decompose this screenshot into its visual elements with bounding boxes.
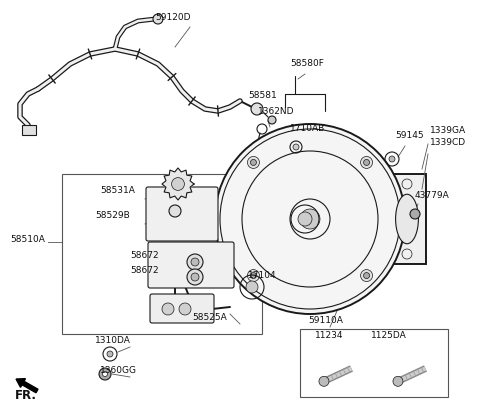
FancyArrow shape [16, 379, 38, 393]
Text: 58525A: 58525A [192, 312, 227, 321]
Polygon shape [162, 169, 194, 201]
Ellipse shape [396, 195, 419, 244]
Text: 58529B: 58529B [95, 211, 130, 219]
Circle shape [251, 104, 263, 116]
Circle shape [293, 145, 299, 151]
Text: 58531A: 58531A [100, 185, 135, 195]
Circle shape [191, 273, 199, 281]
Circle shape [246, 281, 258, 293]
FancyBboxPatch shape [148, 242, 234, 288]
Bar [388, 175, 426, 264]
Bar [62, 175, 262, 334]
Circle shape [363, 273, 370, 279]
Text: 43779A: 43779A [415, 190, 450, 199]
Circle shape [153, 15, 163, 25]
Circle shape [410, 209, 420, 219]
Circle shape [319, 376, 329, 387]
Text: 1125DA: 1125DA [371, 330, 407, 339]
Circle shape [99, 368, 111, 380]
Text: 1360GG: 1360GG [100, 365, 137, 374]
Circle shape [247, 157, 259, 169]
Circle shape [300, 209, 320, 230]
Circle shape [187, 254, 203, 271]
Bar [22, 126, 36, 136]
Text: 59145: 59145 [395, 131, 424, 140]
Text: 1710AB: 1710AB [290, 124, 325, 133]
Circle shape [172, 178, 184, 191]
Circle shape [298, 212, 312, 226]
Text: 58672: 58672 [130, 250, 158, 259]
Bar [300, 329, 448, 397]
Text: 58672: 58672 [130, 266, 158, 274]
Circle shape [187, 269, 203, 285]
Circle shape [169, 206, 181, 218]
Text: 58581: 58581 [248, 91, 277, 100]
Circle shape [360, 270, 372, 282]
Circle shape [107, 351, 113, 357]
Circle shape [360, 157, 372, 169]
Circle shape [389, 157, 395, 163]
Text: FR.: FR. [15, 388, 37, 401]
Circle shape [179, 303, 191, 315]
Text: 1362ND: 1362ND [258, 107, 295, 116]
Text: 17104: 17104 [248, 271, 276, 279]
Circle shape [251, 273, 256, 279]
Text: 58580F: 58580F [290, 59, 324, 68]
Circle shape [251, 160, 256, 166]
Circle shape [103, 372, 108, 377]
Circle shape [191, 259, 199, 266]
Text: 1310DA: 1310DA [95, 335, 131, 344]
FancyBboxPatch shape [146, 188, 218, 242]
Text: 1339CD: 1339CD [430, 138, 466, 147]
Circle shape [162, 303, 174, 315]
Text: 59110A: 59110A [308, 315, 343, 324]
Circle shape [268, 117, 276, 125]
FancyBboxPatch shape [150, 294, 214, 323]
Circle shape [215, 125, 405, 314]
Text: 59120D: 59120D [155, 13, 191, 22]
Text: 11234: 11234 [315, 330, 344, 339]
Circle shape [393, 376, 403, 387]
Circle shape [247, 270, 259, 282]
Circle shape [363, 160, 370, 166]
Text: 58510A: 58510A [10, 235, 45, 244]
Text: 1339GA: 1339GA [430, 126, 466, 135]
